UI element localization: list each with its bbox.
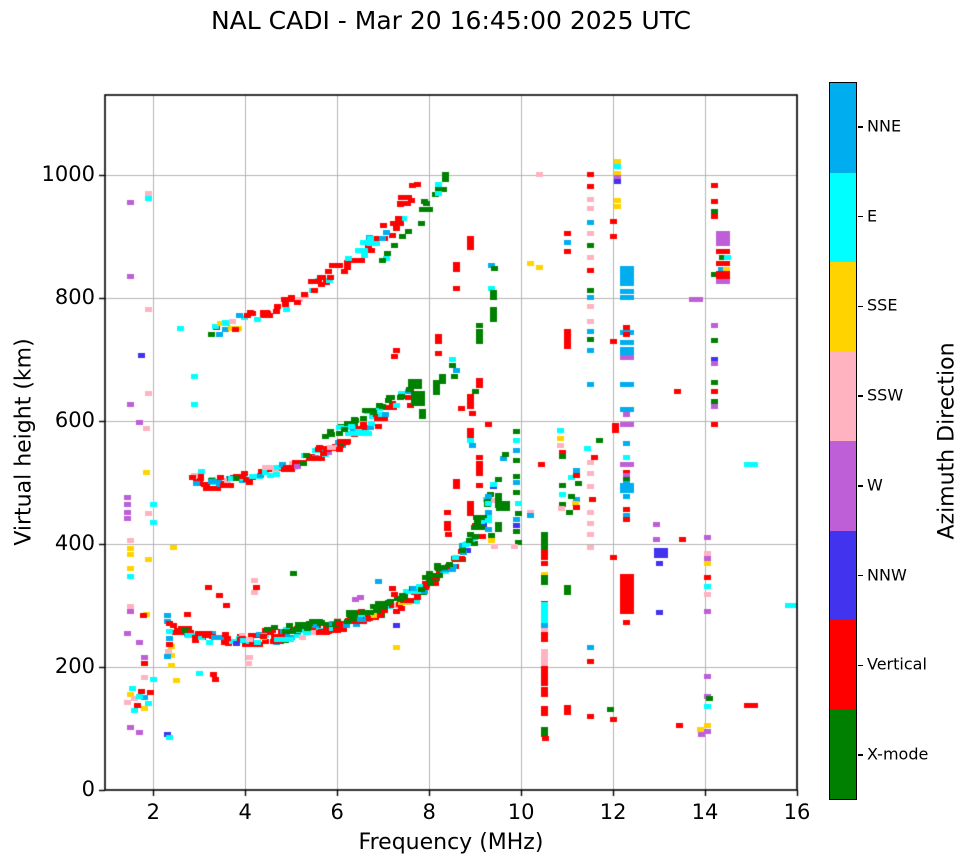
- y-tick-label: 0: [81, 776, 95, 801]
- x-tick-label: 16: [783, 800, 811, 824]
- y-axis-label: Virtual height (km): [11, 338, 37, 546]
- x-tick-label: 12: [599, 800, 627, 824]
- colorbar-entry-x-mode: X-mode: [867, 744, 929, 764]
- y-tick-label: 400: [54, 530, 95, 555]
- colorbar-tick: [858, 395, 863, 397]
- colorbar-entry-ssw: SSW: [867, 385, 904, 405]
- colorbar-entry-nnw: NNW: [867, 565, 907, 585]
- colorbar-segment-x-mode: [830, 709, 856, 799]
- colorbar-entry-nne: NNE: [867, 116, 902, 136]
- y-tick-label: 800: [54, 284, 95, 309]
- colorbar-tick: [858, 574, 863, 577]
- colorbar-tick: [858, 215, 863, 218]
- colorbar-label: Azimuth Direction: [934, 342, 960, 540]
- x-tick-label: 14: [691, 800, 719, 824]
- x-tick-label: 6: [330, 800, 344, 824]
- x-tick-label: 10: [507, 800, 535, 824]
- colorbar-segment-ssw: [830, 351, 856, 441]
- colorbar-segment-nnw: [830, 530, 856, 620]
- colorbar-tick: [858, 305, 863, 308]
- y-tick-label: 200: [54, 653, 95, 678]
- colorbar-entry-vertical: Vertical: [867, 654, 927, 674]
- y-tick-label: 1000: [41, 161, 95, 186]
- colorbar-tick: [858, 485, 863, 487]
- x-axis-label: Frequency (MHz): [358, 830, 544, 855]
- x-tick-label: 4: [238, 800, 252, 824]
- y-tick-label: 600: [54, 407, 95, 432]
- colorbar-tick: [858, 126, 863, 128]
- colorbar-entry-w: W: [867, 475, 883, 495]
- colorbar-entry-e: E: [867, 206, 878, 226]
- x-tick-label: 8: [422, 800, 436, 824]
- colorbar-entry-sse: SSE: [867, 295, 898, 315]
- x-tick-label: 2: [146, 800, 160, 824]
- colorbar: [829, 82, 857, 800]
- colorbar-tick: [858, 664, 863, 667]
- colorbar-segment-vertical: [830, 620, 856, 710]
- colorbar-segment-sse: [830, 262, 856, 352]
- colorbar-segment-e: [830, 172, 856, 262]
- colorbar-tick: [858, 754, 863, 756]
- colorbar-segment-nne: [830, 83, 856, 173]
- colorbar-segment-w: [830, 441, 856, 531]
